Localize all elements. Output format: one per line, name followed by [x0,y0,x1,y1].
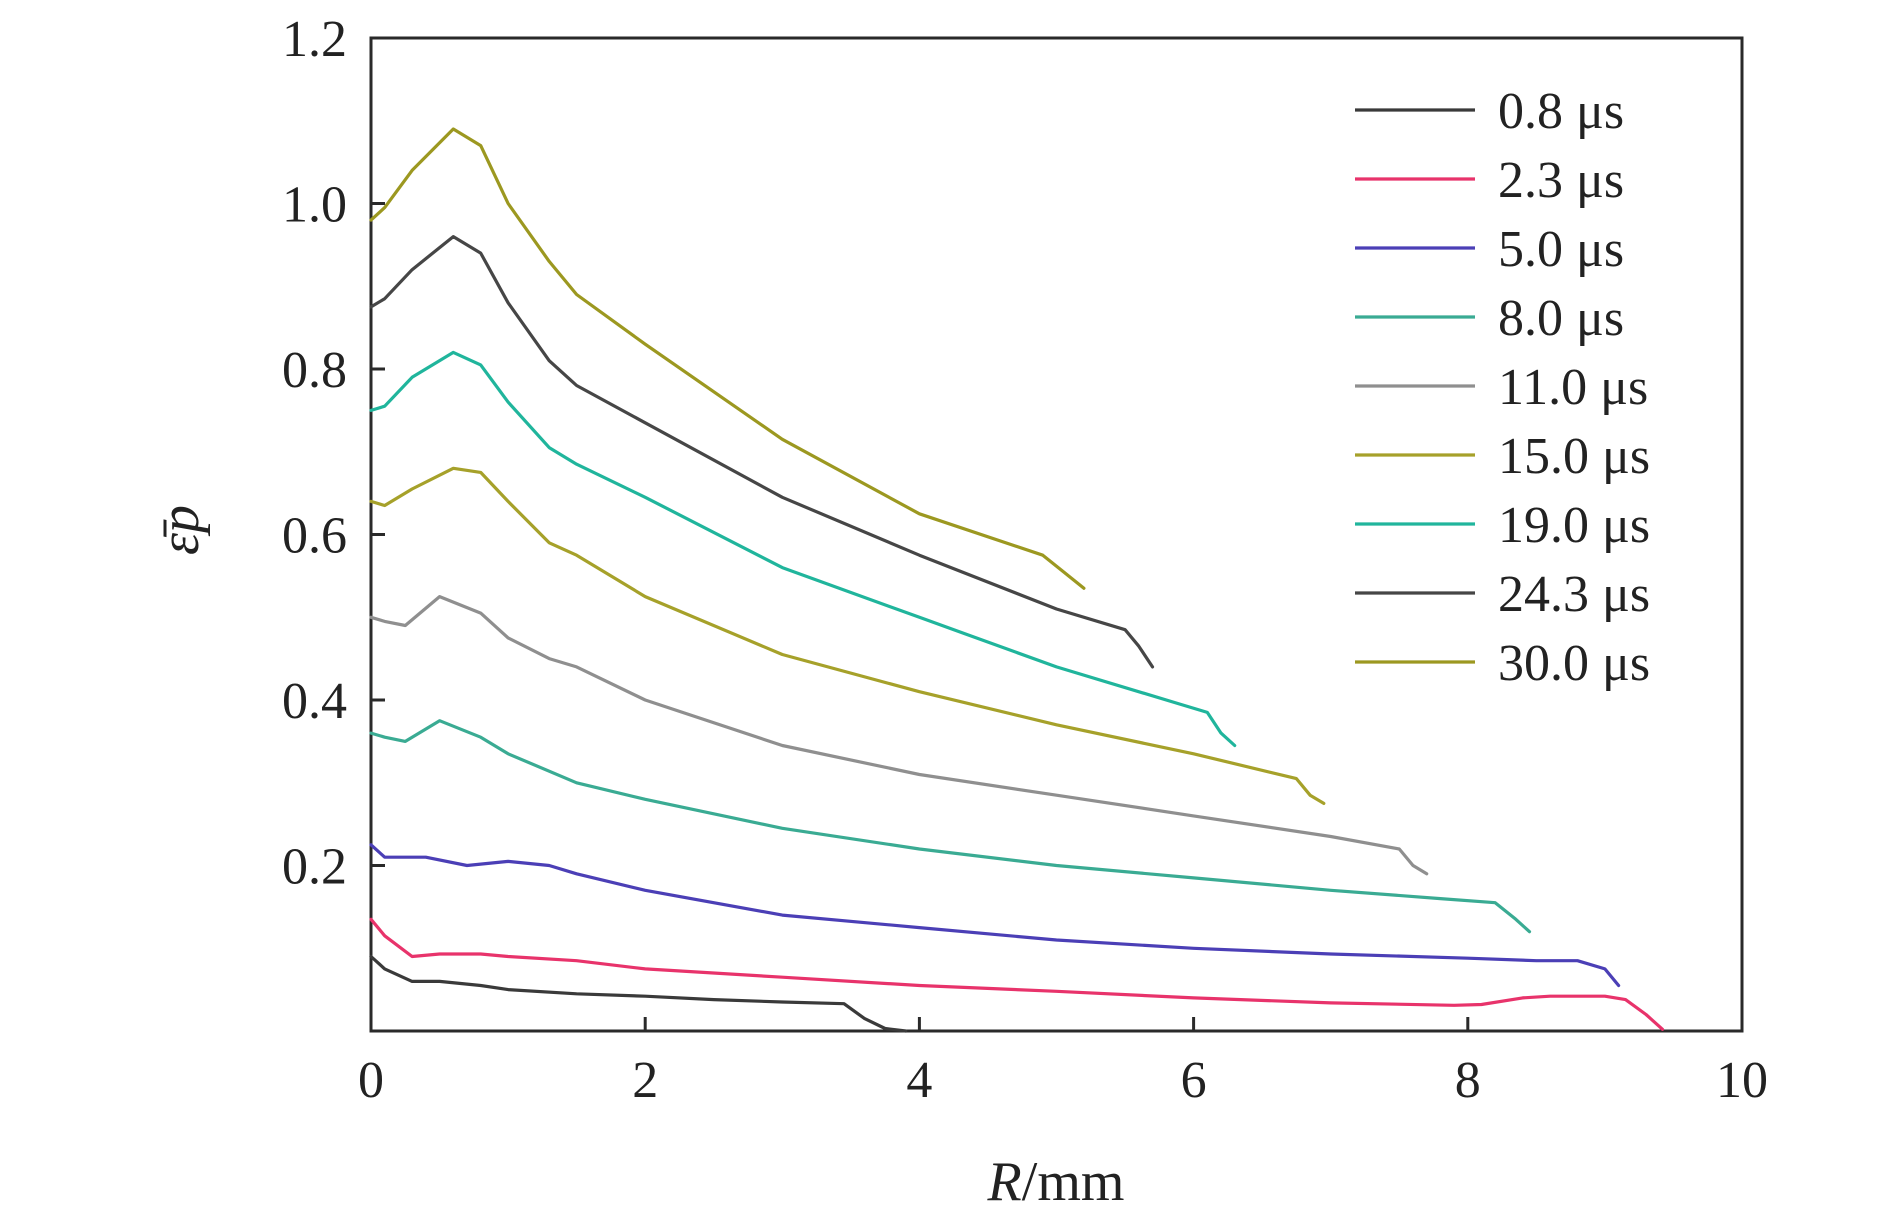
y-axis-title: ε̄p [149,505,211,555]
legend-label: 0.8 μs [1498,83,1624,140]
x-tick-label: 10 [1716,1052,1768,1109]
series-line-5 [369,466,1326,806]
y-tick-label: 0.2 [282,839,347,896]
series-line-0 [369,954,908,1033]
series-line-3 [369,719,1532,934]
legend: 0.8 μs 2.3 μs 5.0 μs 8.0 μs 11.0 μs 15.0 μs 19… [1355,83,1650,692]
ticks-layer: 0 2 4 6 8 10 0.2 0.4 0.6 0.8 1.0 1.2 [282,11,1768,1109]
legend-label: 24.3 μs [1498,566,1650,623]
x-axis-title-unit: /mm [1022,1151,1125,1213]
legend-label: 19.0 μs [1498,497,1650,554]
legend-label: 11.0 μs [1498,359,1648,416]
legend-label: 5.0 μs [1498,221,1624,278]
x-axis-title: R/mm [987,1151,1125,1213]
legend-label: 15.0 μs [1498,428,1650,485]
legend-label: 2.3 μs [1498,152,1624,209]
y-tick-label: 1.0 [282,177,347,234]
y-tick-label: 0.4 [282,673,347,730]
series-line-6 [369,350,1237,748]
x-tick-label: 4 [906,1052,932,1109]
legend-label: 30.0 μs [1498,635,1650,692]
series-line-1 [369,917,1665,1031]
y-tick-label: 0.8 [282,342,347,399]
y-axis-title-text: ε̄p [149,505,211,555]
series-line-7 [369,235,1155,669]
x-tick-label: 6 [1181,1052,1207,1109]
series-line-4 [369,594,1429,876]
legend-label: 8.0 μs [1498,290,1624,347]
x-tick-label: 8 [1455,1052,1481,1109]
x-tick-label: 2 [632,1052,658,1109]
y-tick-label: 1.2 [282,11,347,68]
series-line-8 [369,127,1086,590]
x-axis-title-variable: R [987,1151,1022,1213]
series-layer [369,127,1665,1033]
series-line-2 [369,843,1621,988]
y-tick-label: 0.6 [282,508,347,565]
x-tick-label: 0 [358,1052,384,1109]
